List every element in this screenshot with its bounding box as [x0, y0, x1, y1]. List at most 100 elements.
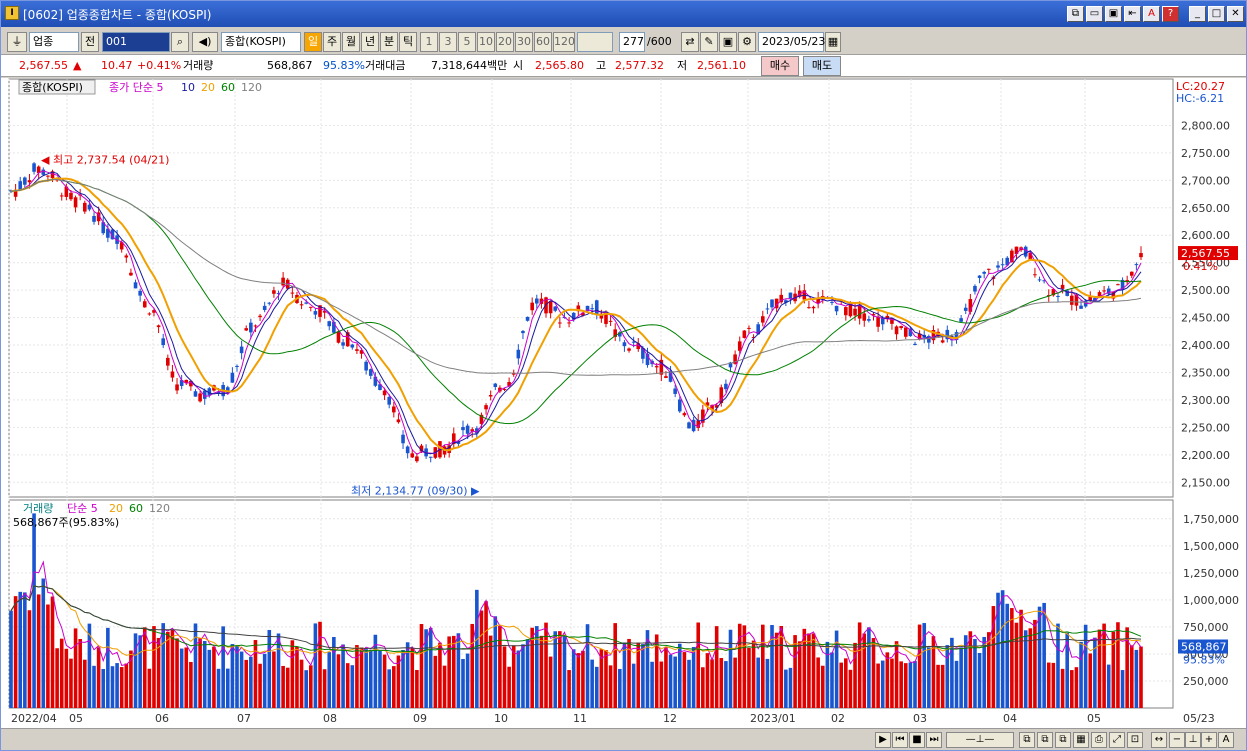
volume-bar	[903, 663, 908, 708]
tile-icon[interactable]: ⧉	[1067, 6, 1084, 22]
candle-body	[811, 306, 816, 309]
period-minute[interactable]: 분	[380, 32, 398, 52]
font-icon[interactable]: A	[1143, 6, 1160, 22]
link-icon[interactable]: ⇤	[1124, 6, 1141, 22]
chart-area[interactable]: 2,800.00 2,750.00 2,700.00 2,650.00 2,600.00…	[1, 78, 1246, 728]
interval-30[interactable]: 30	[515, 32, 533, 52]
volume-bar	[1083, 624, 1088, 708]
maximize-button[interactable]: □	[1208, 6, 1225, 22]
category-select[interactable]: 업종	[29, 32, 79, 52]
calendar-icon[interactable]: ▦	[825, 32, 841, 52]
custom-interval-select[interactable]	[577, 32, 613, 52]
volume-bar	[119, 667, 124, 708]
layout-icon[interactable]: ▣	[1105, 6, 1122, 22]
interval-20[interactable]: 20	[496, 32, 514, 52]
candle-body	[327, 321, 332, 327]
volume-bar	[534, 626, 539, 708]
period-month[interactable]: 월	[342, 32, 360, 52]
candle-body	[207, 388, 212, 396]
scroll-start-button[interactable]: ⏮	[892, 732, 908, 748]
candle-body	[1023, 246, 1028, 257]
volume-bar	[110, 666, 115, 708]
interval-1[interactable]: 1	[420, 32, 438, 52]
overlay-icon[interactable]: ⧉	[1019, 732, 1035, 748]
volume-bar	[594, 666, 599, 708]
help-icon[interactable]: ?	[1162, 6, 1179, 22]
prev-button[interactable]: 전	[81, 32, 99, 52]
period-tick[interactable]: 틱	[399, 32, 417, 52]
close-button[interactable]: ✕	[1227, 6, 1244, 22]
buy-button[interactable]: 매수	[761, 56, 799, 76]
volume-bar	[488, 635, 493, 708]
volume-bar	[659, 661, 664, 708]
chart-canvas[interactable]: 2,800.00 2,750.00 2,700.00 2,650.00 2,600.00…	[1, 78, 1246, 728]
zoom-area-icon[interactable]: ⊡	[1127, 732, 1143, 748]
volume-bar	[793, 635, 797, 708]
interval-10[interactable]: 10	[477, 32, 495, 52]
sell-button[interactable]: 매도	[803, 56, 841, 76]
minimize-chart-icon[interactable]: ▭	[1086, 6, 1103, 22]
interval-5[interactable]: 5	[458, 32, 476, 52]
candle-body	[682, 413, 687, 416]
interval-120[interactable]: 120	[553, 32, 575, 52]
candle-body	[534, 298, 539, 304]
date-input[interactable]: 2023/05/23	[758, 32, 825, 52]
candle-body	[913, 343, 917, 346]
low-value: 2,561.10	[697, 59, 746, 72]
zoom-fit-icon[interactable]: ⤢	[1109, 732, 1125, 748]
volume-readout: 568,867주(95.83%)	[13, 516, 119, 529]
candle-body	[1134, 264, 1139, 266]
period-week[interactable]: 주	[323, 32, 341, 52]
volume-bar	[567, 670, 571, 708]
zoom-out-icon[interactable]: −	[1169, 732, 1185, 748]
candle-body	[701, 409, 705, 423]
axes: 2,800.00 2,750.00 2,700.00 2,650.00 2,600.00…	[11, 79, 1239, 725]
volume-bar	[23, 592, 27, 708]
indicator-icon[interactable]: ⧉	[1055, 732, 1071, 748]
scroll-end-button[interactable]: ⏭	[926, 732, 942, 748]
ma10-line	[10, 171, 1142, 455]
candle-body	[82, 202, 87, 212]
price-tick-label: 2,650.00	[1181, 202, 1230, 215]
volume-bar	[461, 659, 465, 708]
time-tick-label: 2023/01	[750, 712, 796, 725]
autoscale-icon[interactable]: A	[1218, 732, 1234, 748]
low-annotation: 최저 2,134.77 (09/30) ▶	[351, 485, 480, 498]
title-bar[interactable]: I [0602] 업종종합차트 - 종합(KOSPI) ⧉ ▭ ▣ ⇤ A ? …	[1, 1, 1246, 27]
grid-icon[interactable]: ▦	[1073, 732, 1089, 748]
speaker-icon[interactable]: ◀)	[192, 32, 218, 52]
volume-legend-name: 거래량	[23, 502, 53, 515]
candle-body	[627, 348, 631, 351]
save-icon[interactable]: ▣	[719, 32, 737, 52]
period-year[interactable]: 년	[361, 32, 379, 52]
scroll-left-button[interactable]: ▶	[875, 732, 891, 748]
count-input[interactable]: 277	[619, 32, 645, 52]
candle-body	[267, 302, 272, 304]
pin-icon[interactable]: ⏚	[7, 32, 27, 52]
volume-bar	[59, 638, 64, 708]
candle-body	[728, 362, 733, 368]
stop-button[interactable]: ■	[909, 732, 925, 748]
zoom-in-icon[interactable]: +	[1201, 732, 1217, 748]
candle-body	[521, 330, 525, 334]
zoom-slider-handle[interactable]: ⊥	[1185, 732, 1201, 748]
search-icon[interactable]: ⌕	[171, 32, 189, 52]
rotate-icon[interactable]: ⇄	[681, 32, 699, 52]
volume-bar	[604, 650, 608, 708]
candle-body	[106, 228, 110, 238]
interval-3[interactable]: 3	[439, 32, 457, 52]
range-icon[interactable]: ↔	[1151, 732, 1167, 748]
draw-icon[interactable]: ✎	[700, 32, 718, 52]
volume-bar	[442, 665, 447, 708]
code-input[interactable]: 001	[102, 32, 170, 52]
print-icon[interactable]: ⎙	[1091, 732, 1107, 748]
period-day[interactable]: 일	[304, 32, 322, 52]
zoom-slider[interactable]: —⊥—	[946, 732, 1014, 748]
time-tick-label: 10	[494, 712, 508, 725]
volume-bar	[521, 644, 525, 708]
gear-icon[interactable]: ⚙	[738, 32, 756, 52]
minimize-button[interactable]: _	[1189, 6, 1206, 22]
compare-icon[interactable]: ⧉	[1037, 732, 1053, 748]
candle-body	[770, 299, 774, 308]
interval-60[interactable]: 60	[534, 32, 552, 52]
